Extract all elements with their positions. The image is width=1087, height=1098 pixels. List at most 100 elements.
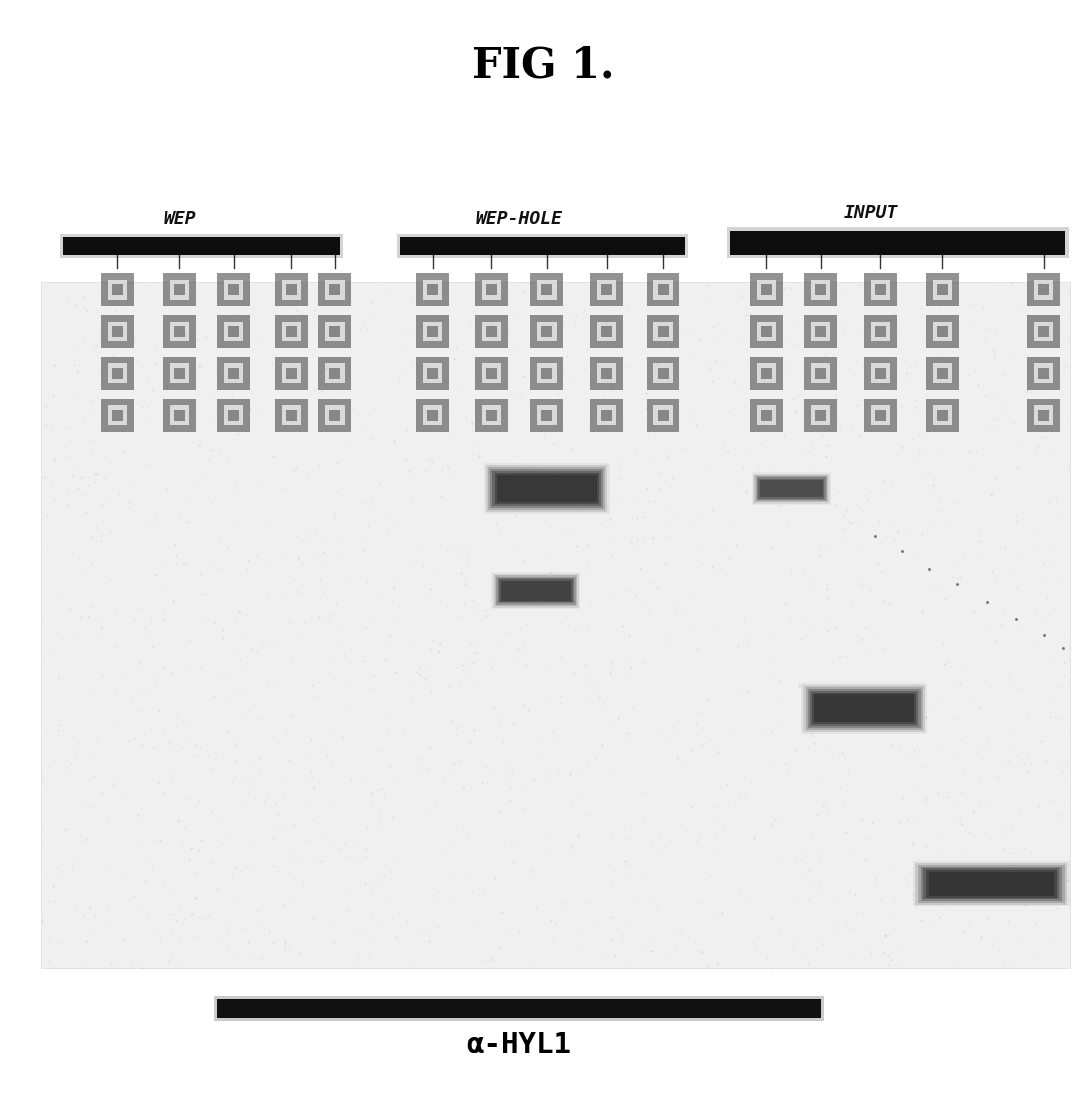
Bar bbox=[601, 326, 612, 337]
Bar bbox=[427, 284, 438, 295]
Bar bbox=[875, 410, 886, 421]
Bar bbox=[926, 399, 959, 432]
Bar bbox=[928, 872, 1054, 896]
Bar bbox=[482, 363, 501, 383]
Bar bbox=[910, 860, 1073, 908]
Bar bbox=[937, 326, 948, 337]
Bar bbox=[416, 357, 449, 390]
Bar bbox=[475, 315, 508, 348]
Bar bbox=[811, 405, 830, 425]
Bar bbox=[60, 234, 343, 258]
Bar bbox=[416, 315, 449, 348]
Bar bbox=[217, 273, 250, 306]
Bar bbox=[1027, 399, 1060, 432]
Bar bbox=[871, 322, 890, 341]
Bar bbox=[757, 363, 776, 383]
Bar bbox=[647, 357, 679, 390]
Bar bbox=[937, 368, 948, 379]
Bar bbox=[759, 479, 824, 498]
Bar bbox=[1027, 315, 1060, 348]
Bar bbox=[286, 410, 297, 421]
Bar bbox=[815, 410, 826, 421]
Bar bbox=[318, 399, 351, 432]
Bar bbox=[486, 410, 497, 421]
Bar bbox=[282, 322, 301, 341]
Bar bbox=[475, 357, 508, 390]
Bar bbox=[811, 363, 830, 383]
Bar bbox=[112, 368, 123, 379]
Bar bbox=[541, 368, 552, 379]
Bar bbox=[170, 280, 189, 300]
Bar bbox=[423, 405, 442, 425]
Bar bbox=[537, 322, 557, 341]
Bar bbox=[112, 326, 123, 337]
Bar bbox=[416, 273, 449, 306]
Bar bbox=[597, 405, 616, 425]
Bar bbox=[482, 405, 501, 425]
Bar bbox=[214, 996, 824, 1021]
Bar bbox=[804, 357, 837, 390]
Bar bbox=[590, 357, 623, 390]
Bar bbox=[329, 284, 340, 295]
Bar bbox=[808, 688, 921, 728]
Bar bbox=[217, 357, 250, 390]
Bar bbox=[541, 284, 552, 295]
Bar bbox=[228, 410, 239, 421]
Bar bbox=[491, 572, 580, 609]
Bar bbox=[325, 405, 345, 425]
Bar bbox=[224, 280, 243, 300]
Bar bbox=[658, 326, 669, 337]
Bar bbox=[163, 357, 196, 390]
Bar bbox=[108, 363, 127, 383]
Bar bbox=[174, 284, 185, 295]
Bar bbox=[601, 410, 612, 421]
Bar bbox=[170, 363, 189, 383]
Bar bbox=[815, 326, 826, 337]
Bar bbox=[871, 363, 890, 383]
Bar bbox=[647, 273, 679, 306]
Bar bbox=[486, 326, 497, 337]
Bar bbox=[653, 280, 673, 300]
Bar bbox=[228, 326, 239, 337]
Bar bbox=[108, 280, 127, 300]
Bar bbox=[217, 315, 250, 348]
Bar bbox=[530, 273, 563, 306]
Bar bbox=[108, 405, 127, 425]
Bar bbox=[658, 368, 669, 379]
Bar bbox=[815, 284, 826, 295]
Bar bbox=[1038, 368, 1049, 379]
Bar bbox=[400, 237, 685, 255]
Bar bbox=[496, 576, 576, 605]
Bar bbox=[423, 363, 442, 383]
Bar bbox=[750, 399, 783, 432]
Bar bbox=[804, 273, 837, 306]
Bar bbox=[282, 363, 301, 383]
Bar bbox=[730, 231, 1065, 255]
Bar bbox=[1034, 280, 1053, 300]
Bar bbox=[318, 357, 351, 390]
Bar bbox=[814, 695, 914, 722]
Bar bbox=[590, 273, 623, 306]
Bar bbox=[282, 405, 301, 425]
Bar bbox=[174, 410, 185, 421]
Bar bbox=[757, 405, 776, 425]
Bar bbox=[1027, 357, 1060, 390]
Bar bbox=[318, 315, 351, 348]
Bar bbox=[761, 326, 772, 337]
Bar bbox=[752, 472, 830, 505]
Bar bbox=[864, 273, 897, 306]
Bar bbox=[325, 363, 345, 383]
Bar bbox=[933, 280, 952, 300]
Bar bbox=[163, 315, 196, 348]
Bar bbox=[803, 685, 925, 731]
Bar bbox=[275, 399, 308, 432]
Bar bbox=[810, 691, 919, 726]
Bar bbox=[805, 686, 923, 730]
Bar bbox=[1034, 405, 1053, 425]
Bar bbox=[590, 315, 623, 348]
Bar bbox=[812, 693, 916, 724]
Bar bbox=[647, 399, 679, 432]
Bar bbox=[416, 399, 449, 432]
Bar bbox=[541, 410, 552, 421]
Bar bbox=[804, 399, 837, 432]
